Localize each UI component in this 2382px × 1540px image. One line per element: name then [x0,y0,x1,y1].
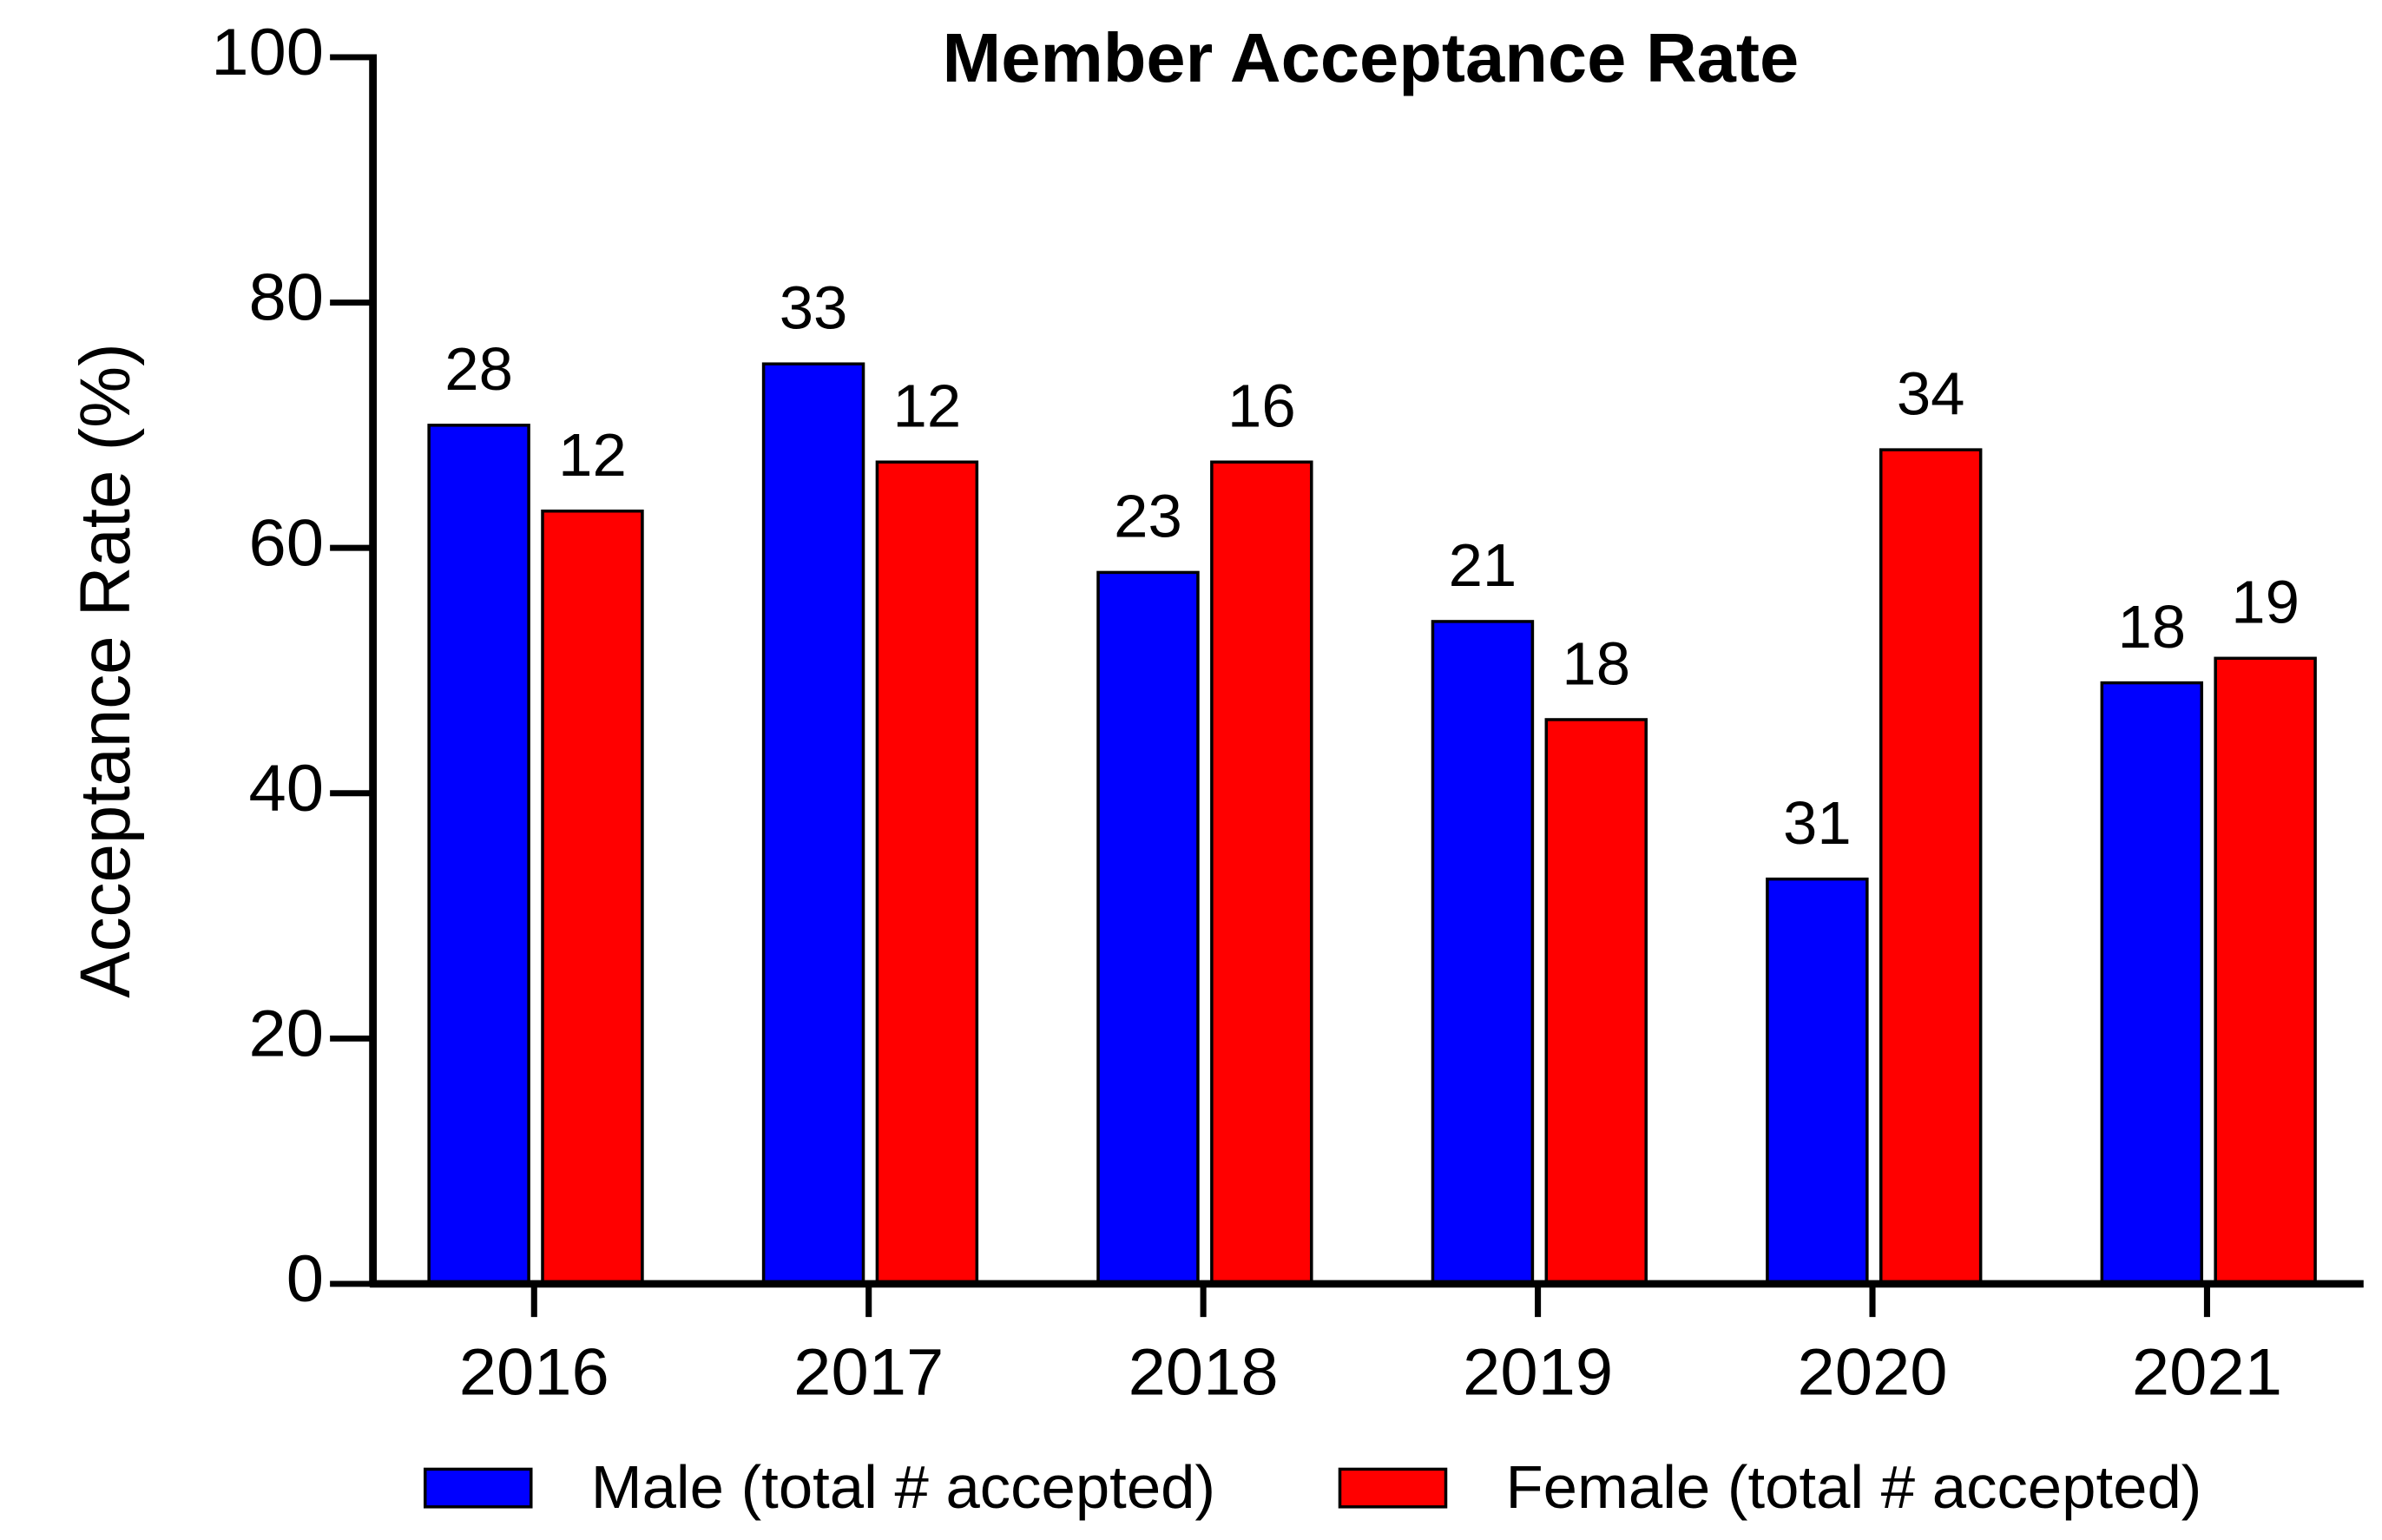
count-label: 12 [558,422,627,489]
y-tick-label: 80 [249,260,325,334]
bar [1544,718,1648,1286]
x-tick-label: 2019 [1463,1335,1613,1409]
bar [1879,448,1983,1286]
count-label: 23 [1114,483,1182,550]
y-tick-label: 60 [249,506,325,580]
y-axis-label: Acceptance Rate (%) [66,343,145,997]
y-tick-label: 20 [249,997,325,1070]
bar [2214,656,2317,1286]
count-label: 21 [1449,532,1517,599]
bar [1210,460,1313,1286]
bar [1431,620,1535,1286]
bar [427,424,530,1286]
y-tick-label: 40 [249,752,325,826]
x-tick-label: 2018 [1128,1335,1279,1409]
count-label: 19 [2231,569,2300,635]
count-label: 31 [1783,790,1852,857]
legend-swatch [1338,1467,1448,1509]
bar [875,460,979,1286]
x-tick-label: 2017 [793,1335,944,1409]
x-tick-label: 2016 [459,1335,609,1409]
y-tick-label: 100 [211,16,324,89]
count-label: 18 [1562,630,1630,697]
count-label: 34 [1897,360,1965,427]
count-label: 18 [2117,593,2186,660]
legend-label: Female (total # accepted) [1505,1453,2201,1520]
legend-label: Male (total # accepted) [591,1453,1215,1520]
count-label: 28 [444,336,513,403]
x-tick-label: 2020 [1797,1335,1947,1409]
bar [761,362,865,1286]
count-label: 16 [1227,372,1296,439]
bar [1766,877,1869,1286]
y-tick-label: 0 [286,1242,324,1316]
bar [2100,681,2204,1286]
count-label: 33 [780,274,848,341]
count-label: 12 [893,372,962,439]
bar [1096,570,1200,1286]
x-tick-label: 2021 [2132,1335,2282,1409]
legend-swatch [423,1467,533,1509]
bar [541,510,644,1286]
chart-title: Member Acceptance Rate [943,20,1800,97]
